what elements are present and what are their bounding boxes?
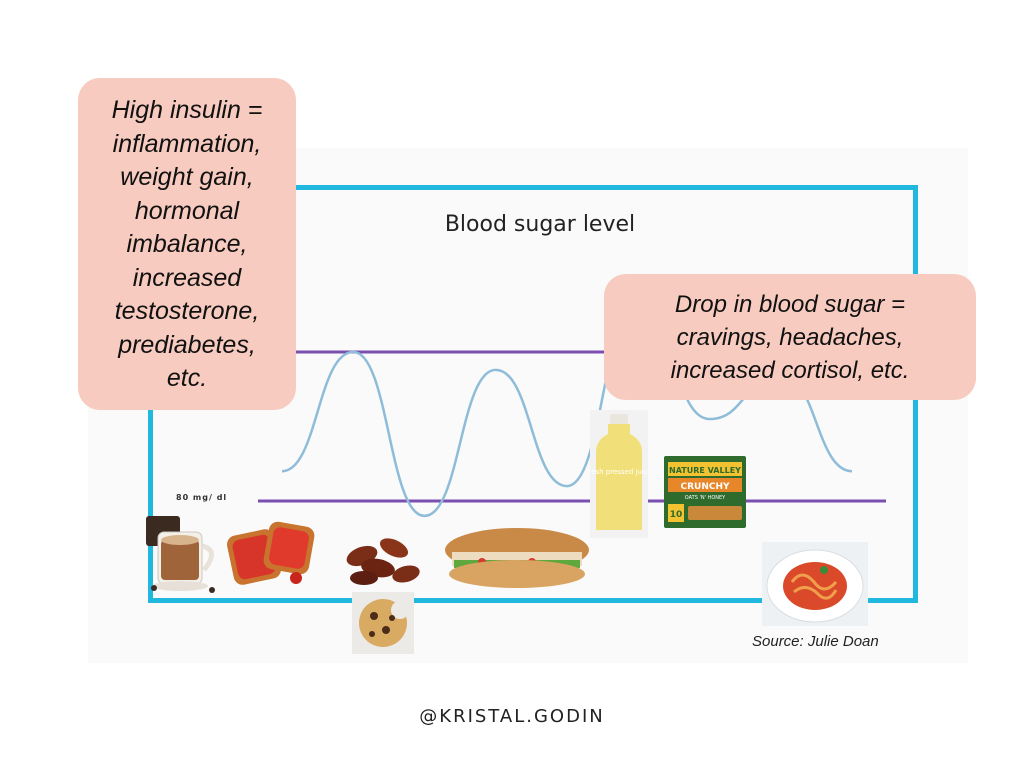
callout-line: etc.	[166, 364, 208, 392]
granola-product: CRUNCHY	[680, 482, 730, 492]
spaghetti-plate-icon	[762, 542, 868, 626]
coffee-mug-icon	[146, 514, 226, 594]
callout-line: hormonal	[134, 196, 240, 225]
callout-line: prediabetes,	[118, 330, 256, 359]
callout-line: imbalance,	[126, 230, 248, 258]
granola-count: 10	[670, 510, 683, 520]
granola-flavor: OATS 'N' HONEY	[685, 495, 726, 501]
callout-line: inflammation,	[112, 129, 262, 158]
granola-brand: NATURE VALLEY	[669, 466, 741, 475]
callout-line: cravings, headaches,	[676, 324, 904, 351]
author-handle: @KRISTAL.GODIN	[419, 706, 605, 727]
granola-bar-box-icon: NATURE VALLEY CRUNCHY OATS 'N' HONEY 10	[664, 456, 746, 528]
juice-label: fresh pressed juice	[590, 468, 648, 476]
high-insulin-callout: High insulin = inflammation, weight gain…	[78, 78, 296, 410]
blood-sugar-drop-callout: Drop in blood sugar = cravings, headache…	[604, 274, 976, 400]
callout-line: High insulin =	[111, 96, 263, 124]
juice-bottle-icon: fresh pressed juice	[586, 410, 652, 538]
source-credit: Source: Julie Doan	[752, 633, 879, 650]
threshold-label: 80 mg/ dl	[176, 493, 228, 502]
callout-line: weight gain,	[120, 163, 254, 191]
dates-icon	[342, 534, 424, 588]
sub-sandwich-icon	[442, 516, 592, 596]
callout-line: increased	[132, 263, 242, 292]
jam-toast-icon	[226, 518, 318, 590]
cookie-icon	[352, 592, 414, 654]
callout-line: Drop in blood sugar =	[674, 291, 906, 318]
callout-line: increased cortisol, etc.	[670, 357, 910, 384]
callout-line: testosterone,	[114, 297, 260, 325]
chart-title: Blood sugar level	[444, 212, 636, 237]
